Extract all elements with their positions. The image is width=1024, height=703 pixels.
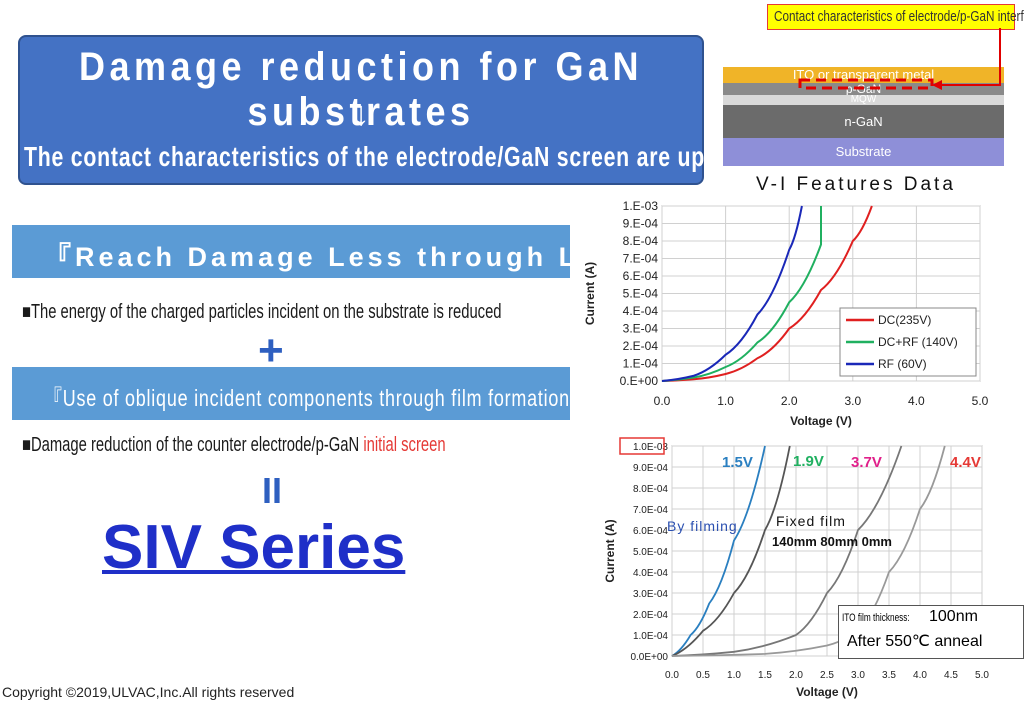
voltage-label-2: 1.9V (793, 453, 824, 470)
x-tick-label: 0.5 (696, 670, 710, 681)
y-tick-label: 9.E-04 (623, 217, 659, 231)
by-filming-label: By filming (667, 518, 738, 534)
contact-pointer (798, 28, 1001, 90)
x-tick-label: 1.0 (727, 670, 741, 681)
lvs-band-text: 『Reach Damage Less through L.V.S.』 (44, 242, 687, 272)
vi-chart-bottom: 0.0 0.5 1.0 1.5 2.0 2.5 3.0 3.5 4.0 4.5 5.0 0.0E+00… (603, 437, 989, 699)
series-line-1 (661, 205, 873, 382)
x-tick-label: 0.0 (654, 394, 671, 408)
fixed-film-label: Fixed film (776, 513, 846, 529)
bullet-damage-highlight: initial screen (363, 434, 446, 456)
anneal-note: After 550℃ anneal (847, 633, 983, 650)
series-line-3 (661, 205, 803, 382)
y-tick-label: 3.0E-04 (633, 589, 668, 600)
y-tick-label: 8.0E-04 (633, 484, 668, 495)
bullet-energy: ■The energy of the charged particles inc… (22, 301, 502, 323)
y-tick-label: 9.0E-04 (633, 463, 668, 474)
ito-note-box: ITO film thickness: 100nm After 550℃ ann… (838, 605, 1024, 659)
legend-entry: DC(235V) (878, 313, 931, 327)
y-tick-label: 2.E-04 (623, 339, 659, 353)
x-tick-label: 4.0 (913, 670, 927, 681)
x-tick-label: 3.0 (844, 394, 861, 408)
layer-ito: ITO or transparent metal (723, 67, 1004, 83)
x-tick-label: 5.0 (975, 670, 989, 681)
pointer-arrow-icon (932, 80, 942, 90)
voltage-label-4: 4.4V (950, 454, 981, 471)
series-line-1 (671, 445, 766, 657)
y-tick-label: 1.0E-03 (633, 442, 668, 453)
layer-mqw: MQW (723, 95, 1004, 105)
sub-title: The contact characteristics of the elect… (24, 141, 706, 172)
y-tick-label: 7.0E-04 (633, 505, 668, 516)
siv-series-link[interactable]: SIV Series (102, 513, 406, 582)
x-tick-label: 1.0 (717, 394, 734, 408)
x-tick-label: 2.0 (781, 394, 798, 408)
y-tick-label: 5.0E-04 (633, 547, 668, 558)
bullet-damage: ■Damage reduction of the counter electro… (22, 434, 446, 457)
interface-marker (798, 78, 934, 90)
lvs-band: 『Reach Damage Less through L.V.S.』 (12, 225, 682, 278)
legend-entry: DC+RF (140V) (878, 335, 958, 349)
oblique-band: 『Use of oblique incident components thro… (12, 367, 588, 420)
vi-chart-top: 0.0 1.0 2.0 3.0 4.0 5.0 0.E+00 1.E-04 2.E-04 3.E-… (583, 199, 989, 428)
y-tick-label: 7.E-04 (623, 252, 659, 266)
contact-label-text: Contact characteristics of electrode/p-G… (774, 8, 1024, 25)
voltage-label-3: 3.7V (851, 454, 882, 471)
contact-label: Contact characteristics of electrode/p-G… (767, 4, 1024, 30)
y-tick-label: 2.0E-04 (633, 610, 668, 621)
x-axis-label: Voltage (V) (790, 414, 852, 428)
ito-note-label: ITO film thickness: (842, 612, 910, 624)
x-tick-label: 3.5 (882, 670, 896, 681)
y-tick-label: 0.0E+00 (630, 652, 668, 663)
x-tick-label: 3.0 (851, 670, 865, 681)
x-tick-label: 2.5 (820, 670, 834, 681)
x-tick-label: 0.0 (665, 670, 679, 681)
y-tick-label: 1.0E-04 (633, 631, 668, 642)
equals-sign: II (262, 470, 283, 511)
x-tick-label: 5.0 (972, 394, 989, 408)
plus-sign: + (258, 326, 284, 375)
x-tick-label: 4.0 (908, 394, 925, 408)
series-line-3 (671, 445, 903, 657)
oblique-band-text: 『Use of oblique incident components thro… (44, 385, 589, 411)
y-tick-label: 6.E-04 (623, 269, 659, 283)
bullet-damage-main: ■Damage reduction of the counter electro… (22, 434, 364, 456)
y-axis-label: Current (A) (583, 262, 597, 325)
y-tick-label: 8.E-04 (623, 234, 659, 248)
x-tick-label: 4.5 (944, 670, 958, 681)
x-axis-label: Voltage (V) (796, 685, 858, 699)
copyright-text: Copyright ©2019,ULVAC,Inc.All rights res… (2, 684, 295, 700)
main-title: Damage reduction for GaN substrates (78, 45, 644, 134)
y-tick-label: 1.E-03 (623, 199, 659, 213)
series-line-2 (661, 206, 822, 382)
pointer-line (938, 28, 1001, 86)
y-tick-label: 0.E+00 (620, 374, 659, 388)
down-arrow-icon: ↓ (352, 95, 370, 133)
y-tick-label: 1.E-04 (623, 357, 659, 371)
series-line-2 (671, 445, 791, 657)
top-tick-highlight (619, 437, 665, 455)
y-tick-label: 3.E-04 (623, 322, 659, 336)
x-tick-label: 2.0 (789, 670, 803, 681)
y-axis-label: Current (A) (603, 519, 617, 582)
y-tick-label: 6.0E-04 (633, 526, 668, 537)
vi-title: V-I Features Data (756, 174, 956, 195)
voltage-label-1: 1.5V (722, 454, 753, 471)
y-tick-label: 4.0E-04 (633, 568, 668, 579)
y-tick-label: 4.E-04 (623, 304, 659, 318)
distance-labels: 140mm 80mm 0mm (772, 534, 892, 549)
layer-substrate: Substrate (723, 138, 1004, 166)
ito-note-value: 100nm (929, 608, 978, 625)
layer-ngan: n-GaN (723, 105, 1004, 138)
x-tick-label: 1.5 (758, 670, 772, 681)
y-tick-label: 5.E-04 (623, 287, 659, 301)
legend-entry: RF (60V) (878, 357, 927, 371)
chart1-legend: DC(235V) DC+RF (140V) RF (60V) (839, 307, 977, 377)
title-banner: Damage reduction for GaN substrates ↓ Th… (18, 35, 704, 185)
